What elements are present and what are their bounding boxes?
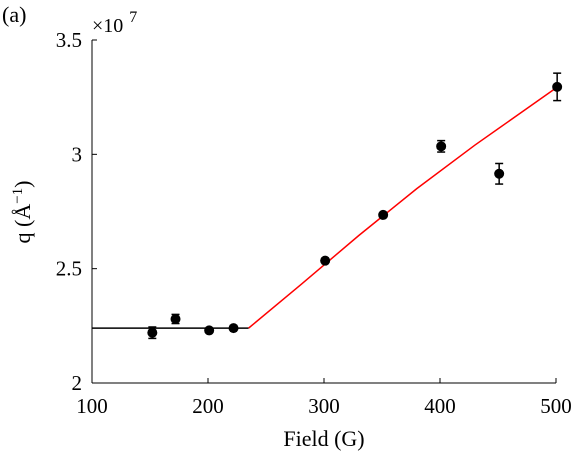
data-point bbox=[552, 81, 563, 92]
data-point bbox=[320, 255, 331, 266]
data-point bbox=[170, 313, 181, 324]
y-tick-label: 3.5 bbox=[56, 28, 82, 52]
x-tick-label: 300 bbox=[308, 394, 340, 418]
data-point bbox=[436, 141, 447, 152]
data-point bbox=[378, 209, 389, 220]
x-ticks: 100 200 300 400 500 bbox=[76, 378, 572, 418]
y-tick-label: 2 bbox=[72, 371, 83, 395]
y-tick-label: 2.5 bbox=[56, 257, 82, 281]
data-point bbox=[228, 323, 239, 334]
x-tick-label: 500 bbox=[540, 394, 572, 418]
y-tick-label: 3 bbox=[72, 142, 83, 166]
data-point bbox=[147, 327, 158, 338]
data-point bbox=[494, 168, 505, 179]
rising-fit-line bbox=[248, 87, 557, 329]
y-axis-label: q (Å−1) bbox=[10, 180, 35, 243]
panel-label: (a) bbox=[2, 2, 26, 27]
x-tick-label: 200 bbox=[192, 394, 224, 418]
x-tick-label: 100 bbox=[76, 394, 108, 418]
x-axis-label: Field (G) bbox=[283, 426, 364, 451]
y-ticks: 2 2.5 3 3.5 bbox=[56, 28, 97, 395]
x-tick-label: 400 bbox=[424, 394, 456, 418]
y-multiplier: ×10 7 bbox=[92, 9, 137, 37]
data-point bbox=[204, 325, 215, 336]
data-points bbox=[147, 72, 563, 340]
